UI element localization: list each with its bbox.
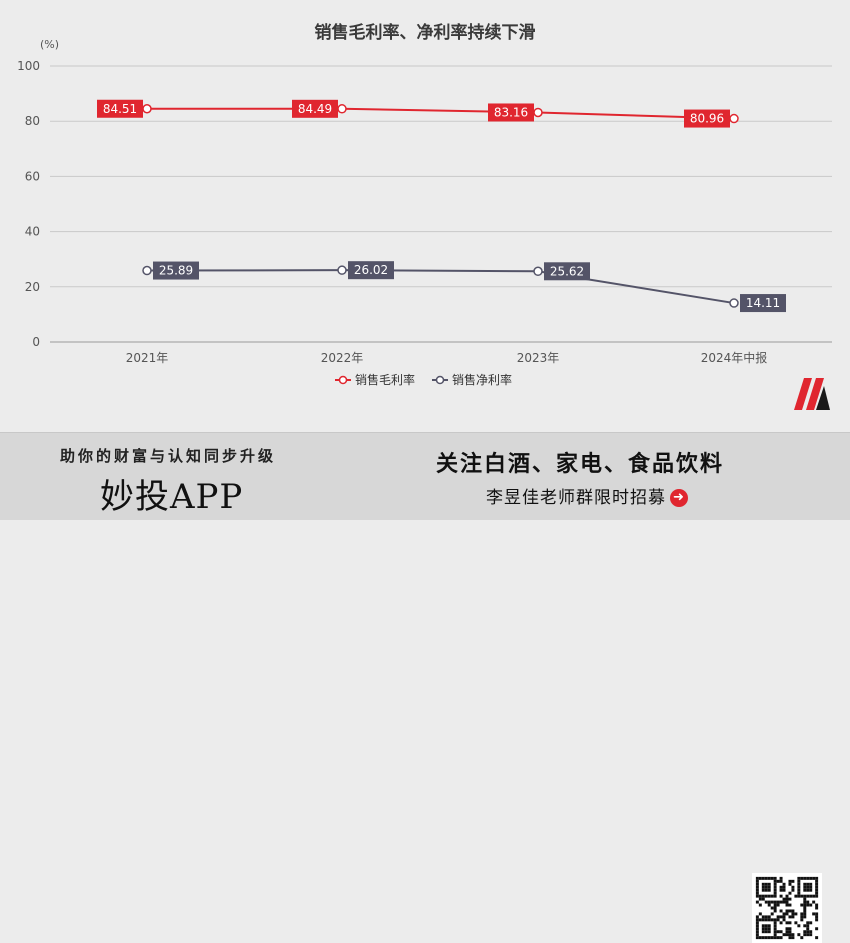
y-tick-label: 0: [32, 335, 40, 349]
x-tick-label: 2021年: [126, 351, 169, 365]
data-point: [533, 266, 543, 277]
series-line-0: [146, 107, 735, 120]
legend-swatch-marker: [435, 375, 445, 385]
y-tick-label: 80: [25, 114, 40, 128]
banner-subline-row[interactable]: 李昱佳老师群限时招募 ➜: [486, 483, 688, 508]
chart-svg: 销售毛利率、净利率持续下滑 (%) 0 20 40 60 80 100 2021年 2022…: [17, 22, 832, 387]
x-tick-labels: 2021年 2022年 2023年 2024年中报: [126, 350, 768, 365]
data-label-box: [544, 262, 590, 281]
series-lines: 84.51 84.49 83.16 80.96 25.89 26.02 25.62 14.11: [97, 99, 786, 313]
x-tick-label: 2022年: [321, 351, 364, 365]
banner-slogan: 助你的财富与认知同步升级: [60, 447, 277, 465]
x-tick-label: 2024年中报: [701, 350, 768, 365]
y-tick-label: 20: [25, 280, 40, 294]
y-tick-labels: 0 20 40 60 80 100: [17, 59, 40, 349]
data-point: [142, 104, 152, 114]
promo-banner[interactable]: 助你的财富与认知同步升级 妙投APP 关注白酒、家电、食品饮料 李昱佳老师群限时…: [0, 432, 850, 943]
data-point: [729, 113, 739, 124]
data-label: 14.11: [746, 296, 780, 310]
data-label: 80.96: [690, 112, 724, 126]
data-point: [337, 104, 347, 114]
chart-title: 销售毛利率、净利率持续下滑: [315, 22, 536, 43]
data-label-box: [740, 294, 786, 313]
brand-m-logo-icon: [794, 378, 830, 410]
grid-lines: [50, 65, 832, 343]
y-tick-label: 60: [25, 169, 40, 183]
data-label: 84.49: [298, 102, 332, 116]
data-label-box: [348, 261, 394, 280]
y-unit-label: (%): [40, 38, 59, 51]
banner-subline: 李昱佳老师群限时招募: [486, 488, 666, 508]
series-line-1: [146, 269, 735, 305]
data-label-box: [488, 103, 534, 122]
data-label-box: [97, 99, 143, 118]
legend-label: 销售毛利率: [355, 372, 415, 387]
data-point: [533, 107, 543, 118]
legend-swatch-marker: [338, 375, 348, 385]
data-label: 25.62: [550, 264, 584, 278]
y-tick-label: 40: [25, 225, 40, 239]
banner-app-name[interactable]: 妙投APP: [100, 477, 244, 517]
data-label: 26.02: [354, 263, 388, 277]
legend-label: 销售净利率: [452, 372, 512, 387]
data-label-box: [153, 261, 199, 280]
x-tick-label: 2023年: [517, 351, 560, 365]
data-point: [142, 265, 152, 276]
data-label-box: [684, 109, 730, 128]
data-point: [337, 265, 347, 275]
data-point: [729, 298, 739, 308]
arrow-right-circle-icon[interactable]: ➜: [670, 489, 688, 507]
y-tick-label: 100: [17, 59, 40, 73]
data-label: 83.16: [494, 105, 528, 119]
data-label: 25.89: [159, 264, 193, 278]
data-label-box: [292, 99, 338, 118]
qr-code-icon[interactable]: [752, 873, 822, 943]
legend: 销售毛利率 销售净利率: [335, 372, 512, 387]
chart-area: 销售毛利率、净利率持续下滑 (%) 0 20 40 60 80 100 2021年 2022…: [0, 0, 850, 432]
banner-headline: 关注白酒、家电、食品饮料: [436, 452, 725, 477]
data-label: 84.51: [103, 102, 137, 116]
